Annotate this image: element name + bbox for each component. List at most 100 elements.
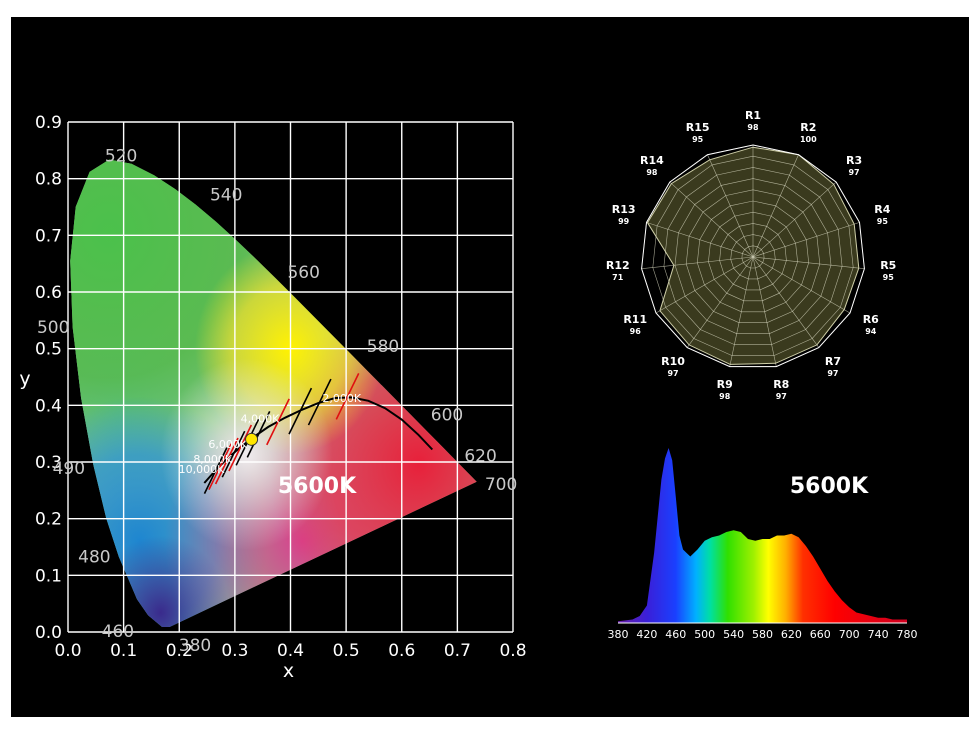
isotherm-line bbox=[288, 387, 313, 435]
isotherm-line bbox=[228, 424, 253, 472]
y-tick-label: 0.4 bbox=[35, 396, 62, 416]
radar-ring bbox=[663, 167, 843, 345]
radar-ring bbox=[730, 234, 776, 280]
radar-spoke bbox=[752, 222, 860, 258]
isotherm-lines bbox=[203, 373, 360, 494]
x-tick-label: 0.4 bbox=[277, 641, 304, 661]
cct-label: 10,000K bbox=[179, 463, 225, 476]
wavelength-label: 490 bbox=[53, 459, 85, 479]
y-tick-label: 0.0 bbox=[35, 623, 62, 643]
isotherm-line bbox=[203, 447, 228, 494]
cri-value: 98 bbox=[747, 123, 759, 132]
radar-ring bbox=[674, 178, 832, 335]
radar-spoke bbox=[729, 256, 754, 367]
cri-value: 97 bbox=[848, 168, 859, 177]
wavelength-label: 520 bbox=[105, 146, 137, 166]
cri-value: 98 bbox=[719, 392, 731, 401]
radar-spoke bbox=[655, 256, 754, 314]
isotherm-line bbox=[335, 373, 360, 420]
wavelength-label: 500 bbox=[37, 318, 69, 338]
spectrum-chart: 380 420 460 500 540 580 620 660 700 740 780 5600K bbox=[608, 448, 918, 641]
spectrum-x-tick: 380 bbox=[608, 628, 629, 641]
cri-label: R12 bbox=[606, 259, 630, 272]
cri-label: R9 bbox=[717, 378, 733, 391]
y-axis-label: y bbox=[19, 368, 30, 390]
radar-spoke bbox=[646, 222, 754, 258]
cri-label: R7 bbox=[825, 355, 841, 368]
x-tick-label: 0.0 bbox=[54, 641, 81, 661]
x-tick-label: 0.5 bbox=[333, 641, 360, 661]
cct-label: 4,000K bbox=[241, 412, 280, 425]
cri-value: 94 bbox=[865, 327, 877, 336]
cri-label: R5 bbox=[880, 259, 896, 272]
cri-value: 98 bbox=[646, 168, 658, 177]
white-point-marker bbox=[245, 432, 259, 446]
x-tick-label: 0.6 bbox=[388, 641, 415, 661]
spectrum-x-tick: 620 bbox=[781, 628, 802, 641]
wavelength-label: 560 bbox=[287, 263, 319, 283]
radar-spoke bbox=[707, 154, 754, 258]
y-tick-label: 0.7 bbox=[35, 226, 62, 246]
radar-spoke bbox=[686, 256, 754, 348]
cri-label: R6 bbox=[863, 313, 879, 326]
radar-outer-ring bbox=[641, 144, 865, 368]
radar-spoke bbox=[752, 256, 777, 367]
cri-value: 97 bbox=[667, 369, 678, 378]
radar-spoke bbox=[752, 256, 851, 314]
wavelength-label: 380 bbox=[179, 636, 211, 656]
wavelength-label: 600 bbox=[431, 406, 463, 426]
spectrum-x-tick: 460 bbox=[665, 628, 686, 641]
cri-label: R8 bbox=[773, 378, 789, 391]
radar-spoke bbox=[669, 181, 754, 258]
cri-value: 71 bbox=[612, 273, 624, 282]
wavelength-label: 580 bbox=[367, 337, 399, 357]
spectrum-x-tick: 740 bbox=[868, 628, 889, 641]
cie-grid bbox=[67, 121, 514, 633]
spectrum-x-tick: 500 bbox=[694, 628, 715, 641]
cri-value: 97 bbox=[776, 392, 787, 401]
chromaticity-gamut bbox=[70, 159, 477, 627]
spectrum-x-tick: 540 bbox=[723, 628, 744, 641]
y-tick-label: 0.9 bbox=[35, 113, 62, 133]
isotherm-line bbox=[221, 430, 246, 478]
radar-spoke bbox=[752, 154, 799, 258]
y-tick-label: 0.8 bbox=[35, 170, 62, 190]
cri-label: R13 bbox=[612, 203, 636, 216]
isotherm-line bbox=[266, 398, 290, 446]
cri-label: R2 bbox=[800, 121, 816, 134]
radar-ring bbox=[708, 211, 798, 302]
spectrum-x-tick: 420 bbox=[636, 628, 657, 641]
y-tick-label: 0.6 bbox=[35, 283, 62, 303]
wavelength-label: 540 bbox=[210, 186, 242, 206]
cie-chromaticity-chart: 0.0 0.1 0.2 0.3 0.4 0.5 0.6 0.7 0.8 0.0 0.1 0.2 0.3 0… bbox=[19, 113, 526, 682]
wavelength-label: 480 bbox=[78, 548, 110, 568]
x-tick-label: 0.2 bbox=[166, 641, 193, 661]
wavelength-label: 460 bbox=[102, 622, 134, 642]
gamut-tint bbox=[70, 159, 477, 627]
radar-spoke bbox=[752, 181, 837, 258]
cri-label: R4 bbox=[874, 203, 890, 216]
isotherm-line bbox=[214, 437, 239, 485]
cri-value: 100 bbox=[800, 135, 817, 144]
radar-ring bbox=[696, 200, 810, 313]
spectrum-x-tick: 780 bbox=[897, 628, 918, 641]
radar-ring bbox=[741, 245, 765, 269]
spectrum-x-tick: 580 bbox=[752, 628, 773, 641]
cri-label: R10 bbox=[661, 355, 685, 368]
charts-svg: 0.0 0.1 0.2 0.3 0.4 0.5 0.6 0.7 0.8 0.0 0.1 0.2 0.3 0… bbox=[19, 109, 918, 682]
isotherm-line bbox=[307, 378, 332, 426]
cri-label: R3 bbox=[846, 154, 862, 167]
spectrum-x-tick: 700 bbox=[839, 628, 860, 641]
cri-value: 99 bbox=[618, 217, 630, 226]
cri-value: 95 bbox=[877, 217, 889, 226]
radar-ring bbox=[685, 189, 821, 324]
cct-label: 2,000K bbox=[322, 392, 361, 405]
cct-label: 8,000K bbox=[193, 453, 232, 466]
radar-ring bbox=[719, 223, 787, 291]
cie-cct-annotation: 5600K bbox=[278, 474, 357, 499]
cri-label: R14 bbox=[640, 154, 664, 167]
isotherm-line bbox=[246, 411, 271, 458]
spectrum-x-tick: 660 bbox=[810, 628, 831, 641]
x-tick-label: 0.3 bbox=[221, 641, 248, 661]
y-tick-label: 0.5 bbox=[35, 340, 62, 360]
